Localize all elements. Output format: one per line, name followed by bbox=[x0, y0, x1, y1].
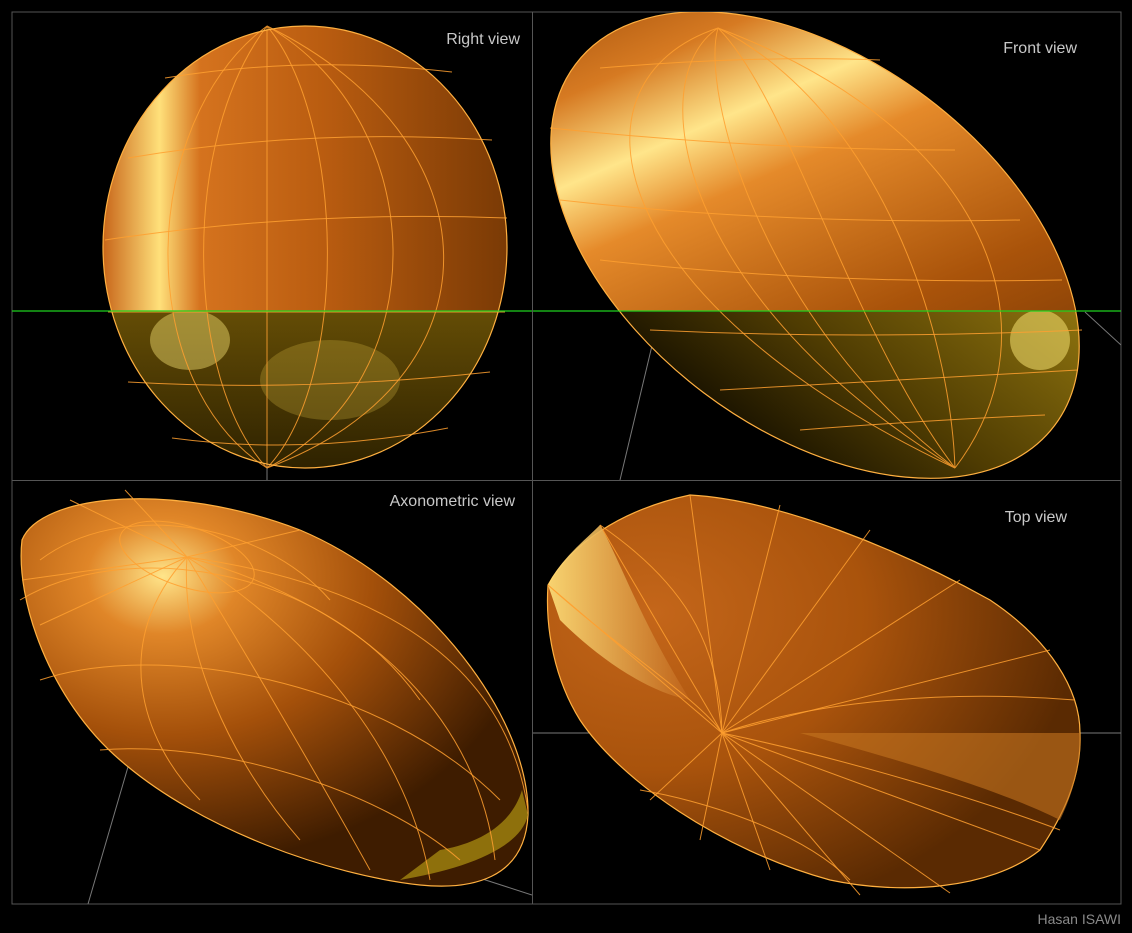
mesh-parallels bbox=[547, 524, 1076, 881]
mesh-parallels bbox=[19, 520, 501, 861]
axis-line-left bbox=[87, 759, 131, 904]
front-view-label: Front view bbox=[1003, 40, 1077, 57]
top-view-panel bbox=[533, 494, 1121, 896]
mesh-meridians bbox=[21, 489, 529, 881]
top-view-ellipsoid bbox=[546, 494, 1081, 896]
right-view-label: Right view bbox=[446, 31, 520, 48]
mesh-meridians bbox=[547, 494, 1051, 896]
axonometric-view-panel bbox=[19, 489, 532, 904]
front-view-ellipsoid bbox=[549, 12, 1083, 479]
mesh-meridians bbox=[167, 25, 445, 469]
outer-frame bbox=[11, 11, 1122, 905]
right-view-ellipsoid bbox=[102, 25, 508, 469]
top-view-label: Top view bbox=[1005, 509, 1068, 526]
axonometric-view-ellipsoid bbox=[19, 489, 529, 887]
right-view-panel bbox=[12, 25, 532, 480]
mesh-parallels bbox=[104, 64, 508, 446]
author-credit: Hasan ISAWI bbox=[1037, 911, 1121, 927]
front-view-panel bbox=[533, 12, 1121, 480]
axonometric-view-label: Axonometric view bbox=[390, 493, 516, 510]
axis-line-right bbox=[1084, 311, 1121, 346]
mesh-parallels bbox=[549, 58, 1083, 431]
